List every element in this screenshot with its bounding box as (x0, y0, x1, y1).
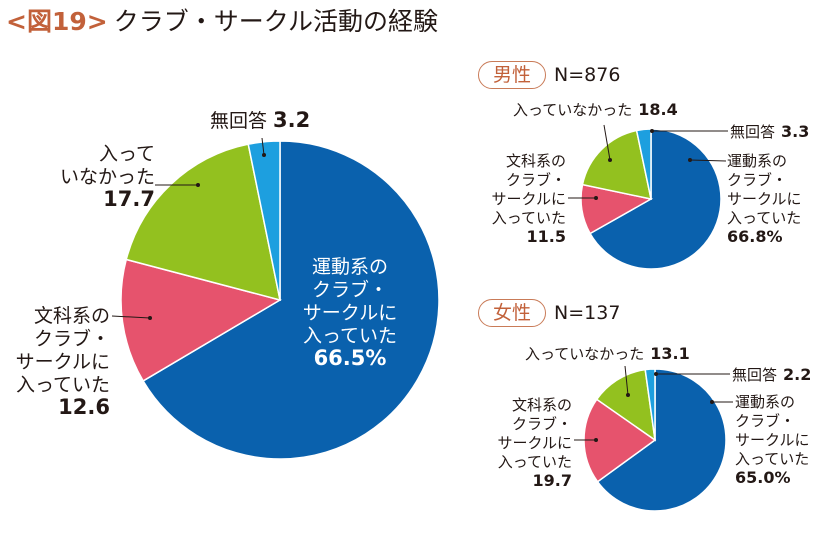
overall-label-culture: 文科系のクラブ・サークルに入っていた 12.6 (16, 305, 110, 419)
male-label-culture: 文科系のクラブ・サークルに入っていた 11.5 (491, 152, 566, 246)
overall-leader-dot-culture (148, 316, 152, 320)
female-sample-size: N=137 (554, 302, 621, 324)
male-leader-sports (689, 159, 727, 162)
female-value-sports: 65.0% (735, 468, 791, 487)
female-value-no_answer: 2.2 (783, 365, 811, 384)
female-chart-header: 女性 N=137 (478, 299, 620, 327)
female-chart-title: 女性 (478, 299, 547, 327)
male-sample-size: N=876 (554, 64, 621, 86)
female-leader-dot-no_answer (654, 372, 658, 376)
overall-label-sports: 運動系のクラブ・サークルに入っていた 66.5% (303, 256, 397, 370)
male-label-none: 入っていなかった 18.4 (513, 100, 678, 119)
female-leader-none (624, 365, 629, 396)
male-label-no_answer: 無回答 3.3 (730, 122, 809, 141)
overall-value-culture: 12.6 (58, 395, 110, 419)
female-label-culture: 文科系のクラブ・サークルに入っていた 19.7 (497, 396, 572, 490)
male-slice-sports (589, 128, 722, 270)
overall-leader-dot-none (196, 183, 200, 187)
male-value-culture: 11.5 (527, 227, 566, 246)
overall-label-no_answer: 無回答 3.2 (210, 108, 310, 132)
overall-slice-no_answer (247, 140, 281, 301)
overall-leader-culture (111, 315, 151, 319)
female-leader-dot-none (626, 393, 630, 397)
male-slice-none (581, 129, 652, 200)
overall-value-no_answer: 3.2 (273, 108, 310, 132)
female-slice-none (595, 368, 656, 442)
figure-number: <図19> (6, 7, 108, 36)
male-value-none: 18.4 (638, 100, 677, 119)
female-leader-dot-culture (594, 438, 598, 442)
male-label-sports: 運動系のクラブ・サークルに入っていた 66.8% (727, 152, 802, 246)
overall-slice-sports (142, 140, 440, 460)
male-leader-dot-sports (688, 158, 692, 162)
overall-label-none: 入っていなかった 17.7 (60, 143, 155, 211)
overall-leader-no_answer (261, 137, 265, 156)
overall-value-none: 17.7 (103, 187, 155, 211)
female-slice-culture (583, 398, 657, 483)
figure-title-text: クラブ・サークル活動の経験 (113, 7, 438, 36)
overall-value-sports: 66.5% (314, 346, 387, 370)
female-slice-no_answer (644, 368, 656, 441)
female-value-none: 13.1 (650, 344, 689, 363)
female-slice-sports (596, 368, 727, 512)
figure-title: <図19> クラブ・サークル活動の経験 (6, 2, 438, 38)
overall-slice-none (125, 143, 281, 302)
female-value-culture: 19.7 (533, 471, 572, 490)
male-leader-dot-none (608, 158, 612, 162)
male-leader-dot-culture (594, 196, 598, 200)
male-value-sports: 66.8% (727, 227, 783, 246)
female-leader-dot-sports (710, 400, 714, 404)
male-leader-none (603, 124, 611, 161)
male-value-no_answer: 3.3 (781, 122, 809, 141)
male-leader-dot-no_answer (650, 129, 654, 133)
overall-leader-dot-no_answer (262, 153, 266, 157)
female-label-no_answer: 無回答 2.2 (732, 365, 811, 384)
male-chart-header: 男性 N=876 (478, 61, 620, 89)
male-chart-title: 男性 (478, 61, 547, 89)
female-label-none: 入っていなかった 13.1 (525, 344, 690, 363)
female-label-sports: 運動系のクラブ・サークルに入っていた 65.0% (735, 393, 810, 487)
male-slice-no_answer (635, 128, 652, 200)
